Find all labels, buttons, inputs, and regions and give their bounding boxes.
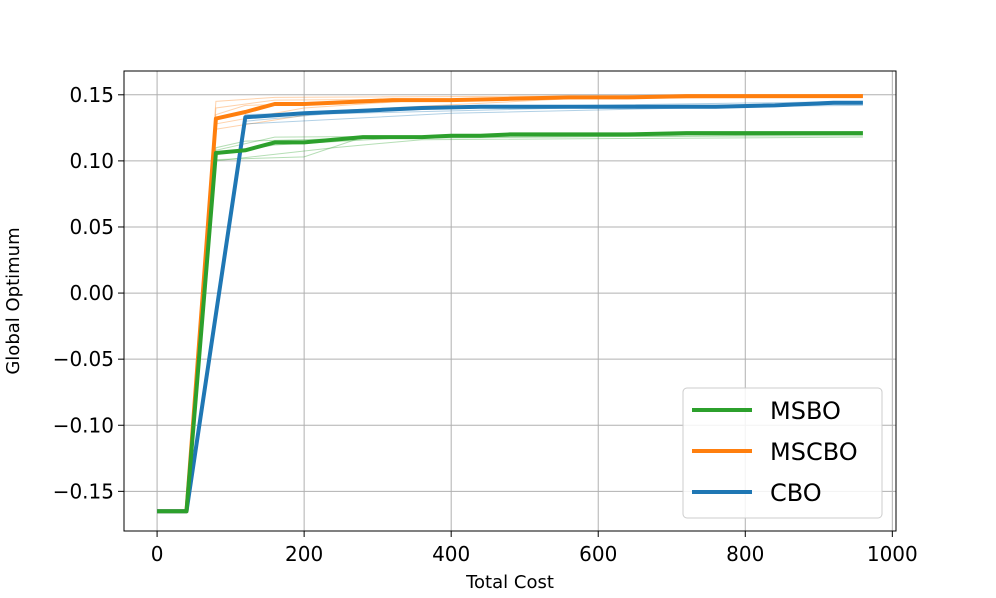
legend-box xyxy=(682,387,883,519)
cbo-series-line xyxy=(157,100,863,514)
axis-ticks: 0 200 400 600 800 1000 −0.15 −0.10 −0.05 0.00 0.05… xyxy=(53,83,918,566)
series-lines xyxy=(157,94,863,514)
y-axis-label: Global Optimum xyxy=(3,227,24,374)
y-tick-label: 0.10 xyxy=(69,149,114,173)
x-tick-label: 800 xyxy=(726,542,764,566)
mscbo-series-line xyxy=(157,94,863,514)
plot-frame xyxy=(123,70,897,532)
msbo-legend-label: MSBO xyxy=(770,397,841,425)
y-tick-label: −0.05 xyxy=(53,347,114,371)
x-axis-label: Total Cost xyxy=(465,572,554,593)
y-tick-label: 0.15 xyxy=(69,83,114,107)
y-tick-label: −0.10 xyxy=(53,413,114,437)
y-tick-label: −0.15 xyxy=(53,479,114,503)
legend: MSBO MSCBO CBO xyxy=(682,387,883,519)
cbo-legend-label: CBO xyxy=(770,479,822,507)
x-tick-label: 1000 xyxy=(867,542,918,566)
x-tick-label: 400 xyxy=(432,542,470,566)
x-tick-label: 600 xyxy=(579,542,617,566)
x-tick-label: 200 xyxy=(285,542,323,566)
msbo-series-line xyxy=(157,131,863,514)
y-tick-label: 0.00 xyxy=(69,281,114,305)
mscbo-legend-label: MSCBO xyxy=(770,438,858,466)
y-tick-label: 0.05 xyxy=(69,215,114,239)
x-tick-label: 0 xyxy=(151,542,164,566)
